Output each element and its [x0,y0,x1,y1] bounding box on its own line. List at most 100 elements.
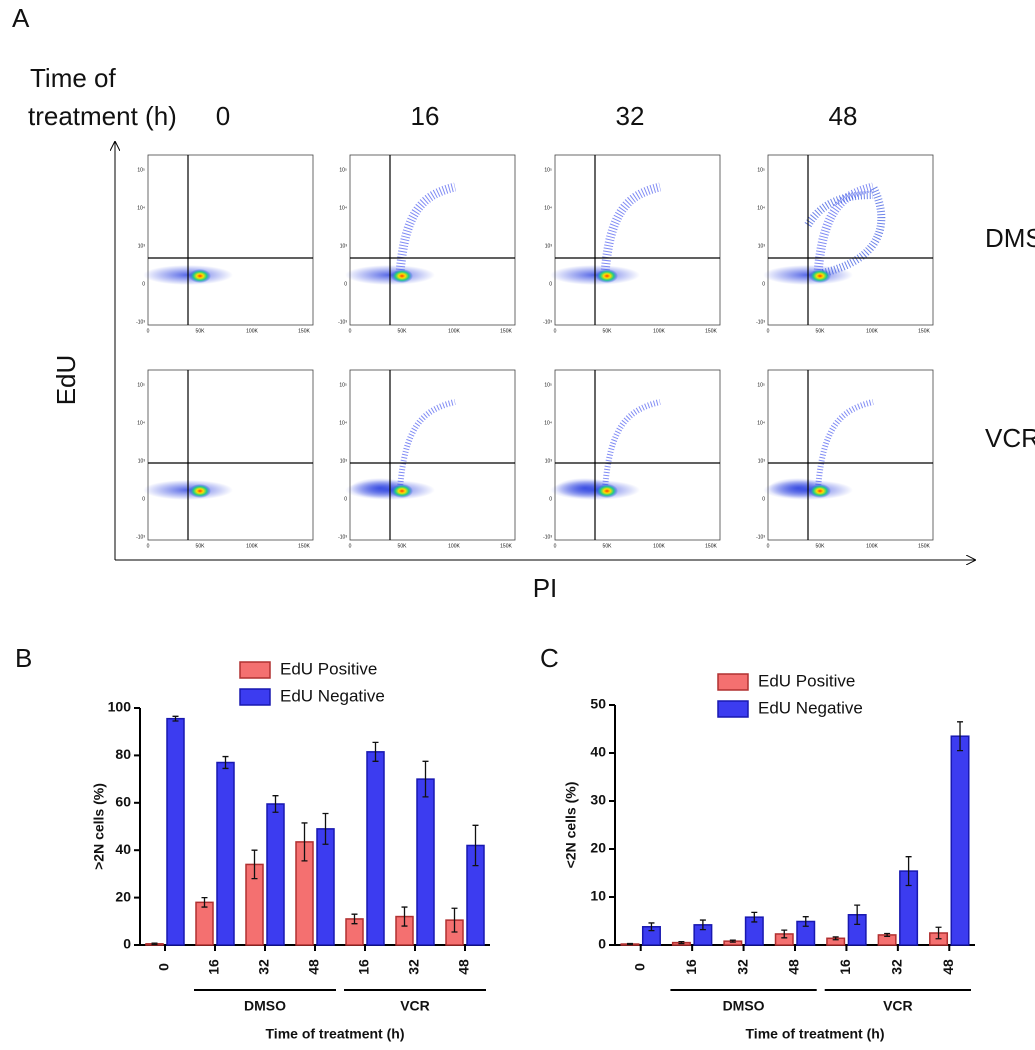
time-header: 48 [829,101,858,131]
bar [416,778,435,946]
x-tick-label: 48 [940,959,956,975]
error-bar [322,812,329,845]
x-tick-label: 32 [406,959,422,975]
mini-y-tick-label: 0 [142,496,145,502]
mini-x-tick-label: 0 [767,543,770,549]
mini-y-tick-label: 10⁵ [137,167,145,173]
mini-y-tick-label: -10³ [756,319,765,325]
mini-y-tick-label: 0 [344,281,347,287]
mini-x-tick-label: 0 [147,328,150,334]
error-bar [451,907,458,933]
error-bar [751,911,758,923]
x-tick-label: 32 [256,959,272,975]
condition-label: DMSO [985,223,1035,253]
mini-x-tick-label: 100K [246,543,258,549]
facs-plot [767,369,934,541]
mini-y-tick-label: 10³ [545,458,553,464]
error-bar [372,741,379,762]
facs-plot [147,154,314,326]
mini-x-tick-label: 50K [816,543,826,549]
mini-x-tick-label: 0 [349,328,352,334]
x-tick-label: 16 [206,959,222,975]
y-axis-label: EdU [51,355,81,406]
legend-label: EdU Positive [758,671,855,690]
mini-y-tick-label: -10³ [136,534,145,540]
error-bar [832,936,839,941]
error-bar [648,922,655,932]
x-axis-label: Time of treatment (h) [746,1026,885,1042]
x-axis-label: PI [533,573,558,603]
mini-x-tick-label: 50K [196,543,206,549]
mini-y-tick-label: 10⁴ [544,420,552,426]
mini-y-tick-label: 0 [142,281,145,287]
cell-arc [804,185,886,277]
cell-cluster [391,269,413,283]
error-bar [472,824,479,867]
mini-x-tick-label: 50K [816,328,826,334]
legend-swatch [239,661,271,679]
mini-x-tick-label: 150K [298,328,310,334]
bar [316,828,335,946]
facs-plot [767,154,934,326]
mini-y-tick-label: 0 [549,496,552,502]
x-tick-label: 48 [786,959,802,975]
y-tick-label: 60 [115,794,131,810]
y-tick-label: 30 [590,792,606,808]
cell-cluster [189,484,211,498]
group-label: DMSO [723,998,765,1014]
legend-label: EdU Negative [280,686,385,705]
mini-y-tick-label: 0 [762,496,765,502]
mini-y-tick-label: 0 [549,281,552,287]
mini-x-tick-label: 0 [554,328,557,334]
mini-y-tick-label: 10³ [758,243,766,249]
x-tick-label: 48 [306,959,322,975]
facs-plot [349,154,516,326]
error-bar [351,913,358,925]
panel-label: C [540,643,559,673]
cell-cluster [809,484,831,498]
mini-x-tick-label: 150K [918,543,930,549]
mini-x-tick-label: 100K [653,543,665,549]
error-bar [251,849,258,880]
y-tick-label: 40 [115,841,131,857]
y-axis-label: <2N cells (%) [563,782,579,869]
mini-x-tick-label: 50K [603,543,613,549]
x-tick-label: 0 [631,963,647,971]
cell-cluster [189,269,211,283]
mini-x-tick-label: 0 [349,543,352,549]
mini-y-tick-label: 10⁴ [137,420,145,426]
x-tick-label: 0 [156,963,172,971]
y-tick-label: 20 [115,888,131,904]
group-label: VCR [400,998,430,1014]
error-bar [422,760,429,798]
x-axis-label: Time of treatment (h) [266,1026,405,1042]
group-label: VCR [883,998,913,1014]
mini-y-tick-label: -10³ [136,319,145,325]
mini-y-tick-label: 10⁵ [339,382,347,388]
mini-x-tick-label: 50K [603,328,613,334]
mini-y-tick-label: -10³ [338,534,347,540]
row-header: treatment (h) [28,101,177,131]
mini-x-tick-label: 150K [500,543,512,549]
group-label: DMSO [244,998,286,1014]
error-bar [626,942,633,946]
mini-y-tick-label: -10³ [543,319,552,325]
error-bar [854,904,861,926]
mini-x-tick-label: 0 [147,543,150,549]
mini-y-tick-label: 0 [344,496,347,502]
cell-cluster [596,484,618,498]
y-tick-label: 40 [590,744,606,760]
error-bar [699,919,706,931]
time-header: 32 [616,101,645,131]
facs-plot [554,154,721,326]
mini-y-tick-label: 10⁴ [137,205,145,211]
error-bar [802,916,809,927]
facs-plot [349,369,516,541]
legend-swatch [239,688,271,706]
error-bar [935,926,942,940]
error-bar [172,715,179,722]
bar [366,751,385,946]
x-tick-label: 48 [456,959,472,975]
mini-y-tick-label: -10³ [338,319,347,325]
